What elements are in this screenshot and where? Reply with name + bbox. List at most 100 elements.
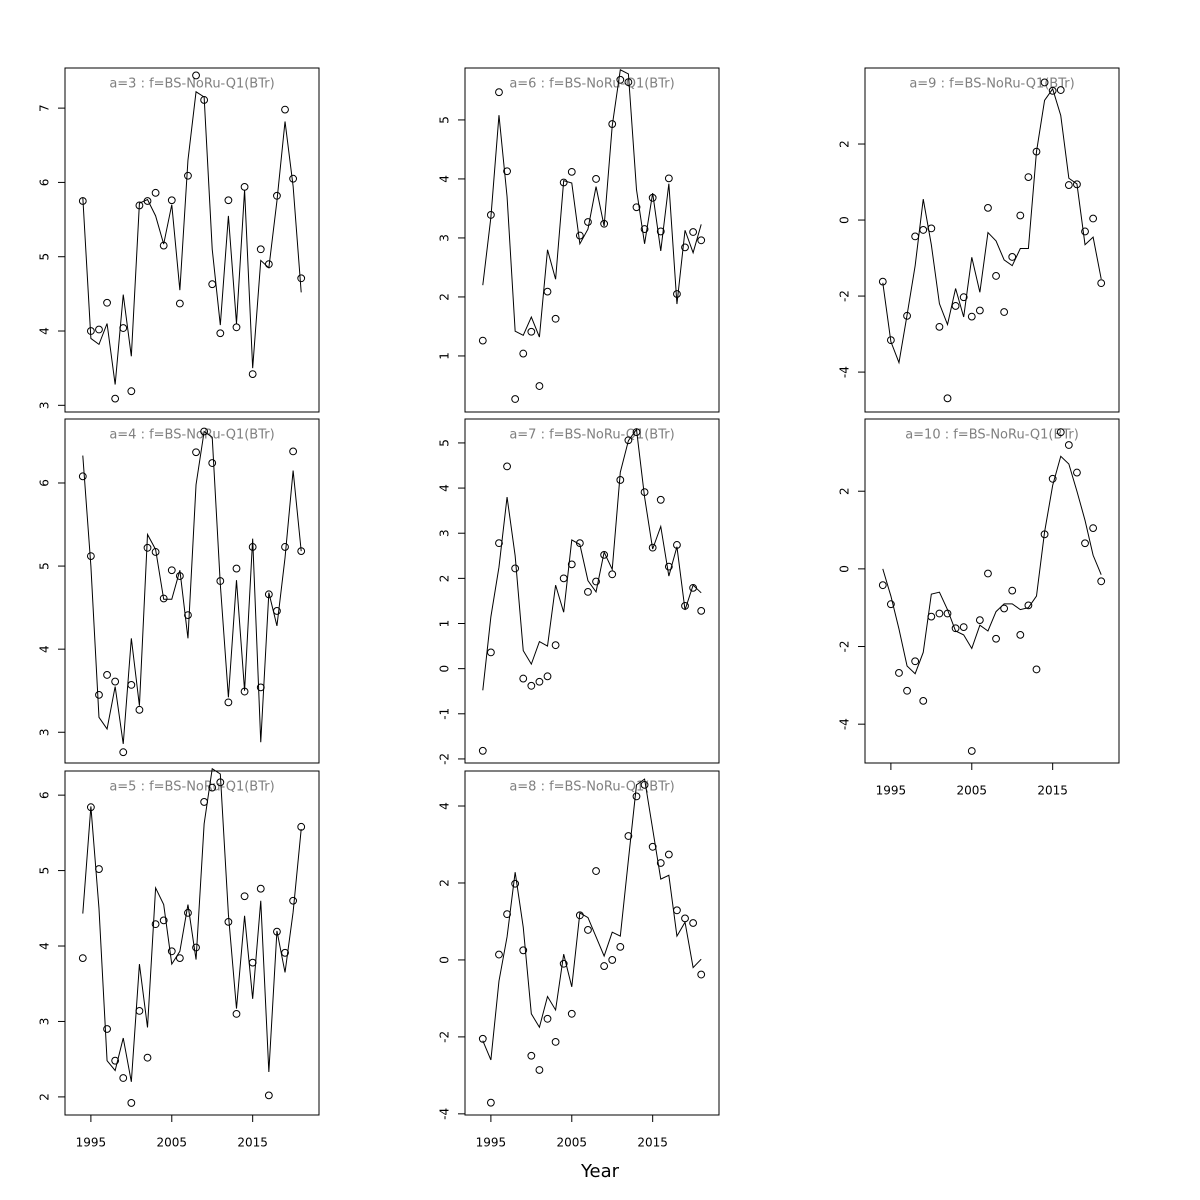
y-tick-label: -2 <box>438 1031 452 1043</box>
observed-point <box>119 748 128 757</box>
panel-frame <box>864 418 1120 764</box>
observed-point <box>478 746 487 755</box>
observed-point <box>159 594 168 603</box>
observed-point <box>567 560 576 569</box>
observed-point <box>992 272 1000 280</box>
y-tick-label: 5 <box>38 867 52 875</box>
observed-point <box>127 1099 136 1107</box>
y-tick-label: 3 <box>38 401 52 409</box>
observed-point <box>103 298 111 307</box>
observed-point <box>624 832 633 840</box>
x-tick-label: 2005 <box>957 784 988 798</box>
observed-point <box>911 657 920 666</box>
observed-point <box>689 919 698 927</box>
observed-point <box>648 842 657 851</box>
y-tick-label: -4 <box>838 366 852 378</box>
observed-point <box>624 436 633 445</box>
y-tick-label: -2 <box>838 641 852 653</box>
y-tick-label: -2 <box>838 290 852 302</box>
fitted-line <box>482 778 702 1061</box>
observed-point <box>519 349 528 358</box>
observed-point <box>297 547 306 556</box>
observed-point <box>135 201 144 210</box>
observed-point <box>167 947 176 956</box>
observed-point <box>95 690 103 699</box>
observed-point <box>143 543 152 552</box>
observed-point <box>511 395 520 403</box>
observed-point <box>527 681 536 690</box>
panel-title: a=10 : f=BS-NoRu-Q1(BTr) <box>905 428 1079 443</box>
panel-frame <box>64 67 320 413</box>
observed-point <box>248 543 257 551</box>
observed-point <box>1000 308 1009 316</box>
observed-point <box>167 566 176 575</box>
observed-point <box>297 822 306 831</box>
observed-point <box>232 564 241 573</box>
y-tick-label: 4 <box>438 484 452 492</box>
y-tick-label: 2 <box>838 487 852 495</box>
observed-point <box>919 226 928 234</box>
observed-point <box>232 1010 241 1018</box>
y-tick-label: -1 <box>438 708 452 720</box>
observed-point <box>175 572 184 580</box>
observed-point <box>78 472 87 481</box>
observed-point <box>1064 181 1073 189</box>
observed-point <box>95 325 103 334</box>
y-tick-label: 7 <box>38 104 52 112</box>
observed-point <box>1008 586 1017 595</box>
observed-point <box>664 850 673 859</box>
observed-point <box>935 322 944 331</box>
observed-point <box>281 948 289 957</box>
observed-point <box>575 911 584 920</box>
observed-point <box>551 1037 560 1046</box>
x-tick-label: 1995 <box>876 784 907 798</box>
y-tick-label: 4 <box>38 942 52 950</box>
observed-point <box>1081 227 1089 236</box>
x-tick-label: 2005 <box>557 1136 588 1150</box>
y-tick-label: 2 <box>38 1093 52 1101</box>
panel-title: a=7 : f=BS-NoRu-Q1(BTr) <box>509 428 674 443</box>
observed-point <box>673 541 681 549</box>
observed-point <box>151 920 160 929</box>
fitted-line <box>82 430 302 744</box>
observed-point <box>673 906 681 915</box>
observed-point <box>681 243 689 252</box>
observed-point <box>559 574 568 583</box>
observed-point <box>543 1014 552 1023</box>
observed-point <box>184 611 192 619</box>
observed-point <box>608 570 617 579</box>
observed-point <box>200 798 209 806</box>
observed-point <box>478 1034 487 1043</box>
y-tick-label: 6 <box>38 479 52 487</box>
panel-frame <box>464 418 720 764</box>
x-tick-label: 1995 <box>476 1136 507 1150</box>
observed-point <box>886 336 895 345</box>
observed-point <box>248 958 257 967</box>
observed-point <box>256 245 265 254</box>
observed-point <box>632 792 641 801</box>
observed-point <box>192 943 200 952</box>
observed-point <box>592 175 600 183</box>
observed-point <box>103 1025 111 1033</box>
observed-point <box>640 780 649 789</box>
observed-point <box>95 865 103 873</box>
observed-point <box>1040 530 1049 539</box>
observed-point <box>503 910 511 919</box>
observed-point <box>1081 539 1089 548</box>
observed-point <box>592 867 600 875</box>
y-tick-label: 5 <box>438 116 452 124</box>
observed-point <box>273 607 281 615</box>
y-tick-label: 5 <box>438 439 452 447</box>
observed-point <box>1073 468 1081 477</box>
observed-point <box>903 686 911 695</box>
observed-point <box>256 683 265 692</box>
observed-point <box>486 1098 495 1107</box>
y-tick-label: -2 <box>438 753 452 765</box>
observed-point <box>681 914 689 923</box>
observed-point <box>640 225 649 233</box>
observed-point <box>289 447 298 456</box>
observed-point <box>111 677 120 686</box>
observed-point <box>264 1091 273 1100</box>
observed-point <box>551 314 560 323</box>
